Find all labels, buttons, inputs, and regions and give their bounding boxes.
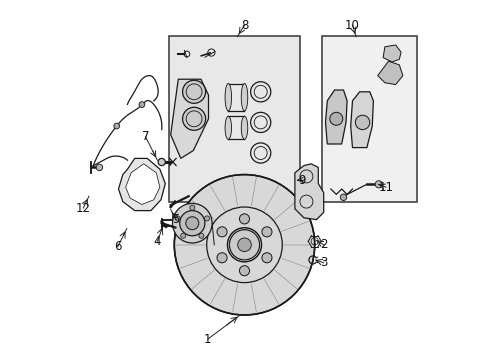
Circle shape: [189, 205, 194, 210]
Bar: [321, 36, 416, 202]
Text: 1: 1: [203, 333, 211, 346]
Circle shape: [355, 115, 369, 130]
Circle shape: [374, 181, 382, 188]
Circle shape: [114, 123, 120, 129]
Text: 6: 6: [114, 240, 122, 253]
Text: 12: 12: [76, 202, 91, 215]
Polygon shape: [377, 61, 402, 85]
Polygon shape: [382, 45, 400, 62]
Circle shape: [185, 217, 199, 230]
Ellipse shape: [241, 84, 247, 111]
Circle shape: [175, 216, 180, 221]
Text: 9: 9: [298, 174, 305, 186]
Circle shape: [158, 158, 165, 166]
Circle shape: [96, 164, 102, 171]
Polygon shape: [325, 90, 346, 144]
Text: 8: 8: [240, 19, 248, 32]
Polygon shape: [118, 158, 165, 211]
Circle shape: [180, 233, 185, 238]
Text: 5: 5: [172, 213, 180, 226]
Circle shape: [204, 216, 209, 221]
Text: 2: 2: [319, 238, 327, 251]
Circle shape: [182, 80, 205, 103]
Text: 3: 3: [319, 256, 327, 269]
Bar: [168, 36, 300, 202]
Circle shape: [179, 211, 204, 236]
Text: 4: 4: [153, 235, 161, 248]
Ellipse shape: [224, 116, 231, 139]
Circle shape: [217, 253, 226, 263]
Circle shape: [172, 203, 212, 243]
Circle shape: [237, 238, 251, 252]
Circle shape: [182, 107, 205, 130]
Circle shape: [329, 112, 342, 125]
Circle shape: [139, 102, 144, 107]
Polygon shape: [350, 92, 373, 148]
Polygon shape: [125, 164, 160, 204]
Circle shape: [340, 194, 346, 201]
Circle shape: [262, 227, 271, 237]
Circle shape: [229, 230, 259, 260]
Circle shape: [262, 253, 271, 263]
Ellipse shape: [241, 116, 247, 139]
Polygon shape: [170, 79, 208, 158]
Circle shape: [199, 233, 203, 238]
Text: 10: 10: [345, 19, 359, 32]
Text: 7: 7: [142, 130, 149, 143]
Circle shape: [239, 266, 249, 276]
Circle shape: [217, 227, 226, 237]
Polygon shape: [294, 164, 323, 220]
Ellipse shape: [224, 84, 231, 111]
Circle shape: [239, 214, 249, 224]
Text: 11: 11: [378, 181, 393, 194]
